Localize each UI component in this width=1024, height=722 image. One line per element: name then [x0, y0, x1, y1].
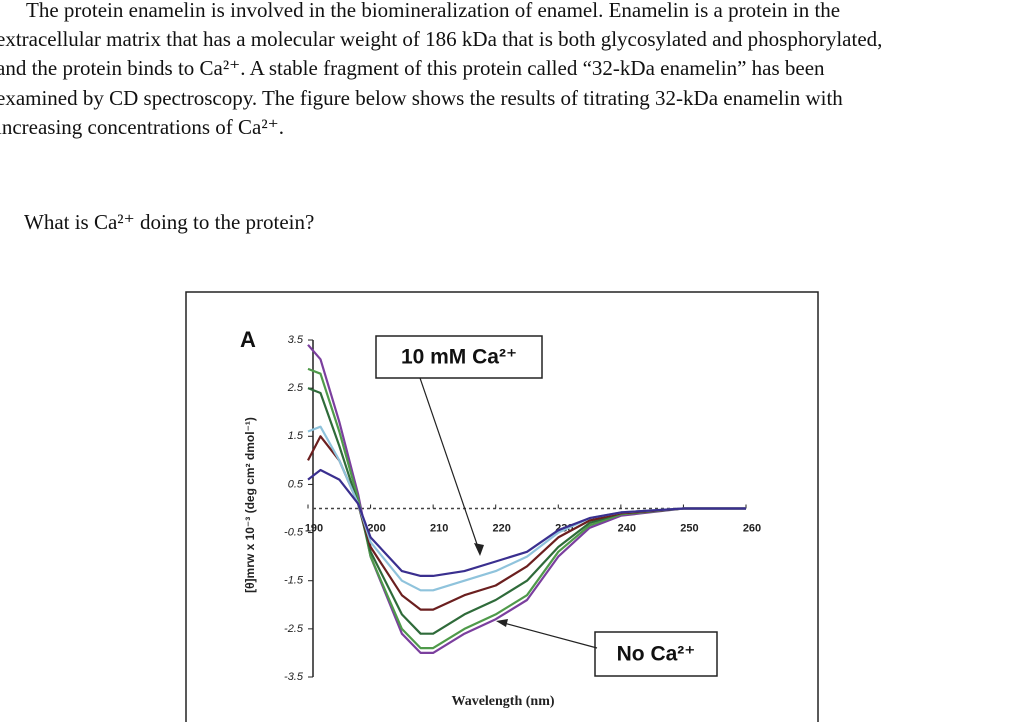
y-tick-label: 2.5 — [287, 382, 304, 394]
annotation-box — [375, 335, 543, 379]
paragraph-line: increasing concentrations of Ca²⁺. — [0, 114, 284, 139]
annotation-arrow — [499, 621, 598, 649]
annotation-box — [594, 631, 718, 677]
annotation: 10 mM Ca²⁺ — [401, 346, 517, 369]
annotation: No Ca²⁺ — [617, 643, 696, 666]
y-tick-label: 0.5 — [288, 478, 304, 490]
x-tick-label: 240 — [618, 522, 636, 534]
panel-label: A — [240, 327, 256, 352]
data-line — [307, 468, 746, 577]
arrow-head — [496, 619, 508, 627]
y-tick-label: 3.5 — [288, 334, 304, 346]
y-tick-label: -3.5 — [284, 671, 304, 683]
question: What is Ca²⁺ doing to the protein? — [24, 210, 315, 234]
x-tick-label: 190 — [305, 522, 323, 534]
y-axis-label: [θ]mrw x 10⁻³ (deg cm² dmol⁻¹) — [243, 417, 257, 593]
y-tick-label: -0.5 — [284, 526, 304, 538]
y-tick-label: -2.5 — [284, 623, 304, 635]
annotation-arrow — [419, 377, 481, 554]
x-tick-label: 200 — [367, 522, 385, 534]
paragraph-line: examined by CD spectroscopy. The figure … — [0, 85, 843, 110]
paragraph-line: extracellular matrix that has a molecula… — [0, 27, 883, 52]
paragraph-line: and the protein binds to Ca²⁺. A stable … — [0, 56, 825, 81]
x-tick-label: 250 — [680, 522, 698, 534]
data-line — [307, 367, 746, 650]
x-tick-label: 220 — [493, 522, 511, 534]
x-axis-label: Wavelength (nm) — [451, 694, 554, 709]
data-line — [307, 387, 746, 635]
x-tick-label: 210 — [430, 522, 448, 534]
arrow-head — [474, 543, 484, 556]
data-line — [307, 344, 746, 654]
paragraph-line: The protein enamelin is involved in the … — [26, 0, 841, 22]
x-tick-label: 260 — [743, 522, 761, 534]
y-tick-label: -1.5 — [284, 575, 304, 587]
y-tick-label: 1.5 — [288, 430, 304, 442]
